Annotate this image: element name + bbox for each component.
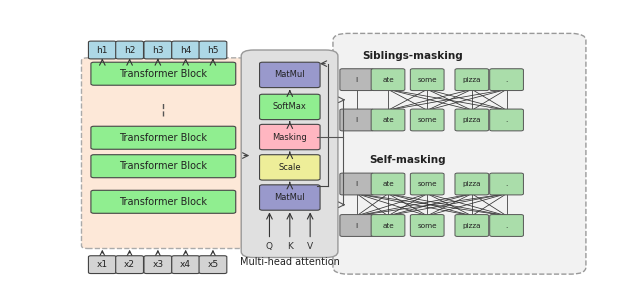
Text: .: . <box>506 77 508 83</box>
FancyBboxPatch shape <box>116 41 143 59</box>
FancyBboxPatch shape <box>260 62 320 87</box>
Text: x4: x4 <box>180 260 191 269</box>
Text: x2: x2 <box>124 260 135 269</box>
Text: x5: x5 <box>207 260 218 269</box>
FancyBboxPatch shape <box>340 173 374 195</box>
Text: pizza: pizza <box>463 181 481 187</box>
FancyBboxPatch shape <box>371 69 405 91</box>
Text: MatMul: MatMul <box>275 71 305 79</box>
Text: h1: h1 <box>97 46 108 55</box>
FancyBboxPatch shape <box>199 256 227 274</box>
Text: pizza: pizza <box>463 222 481 229</box>
Text: .: . <box>506 222 508 229</box>
FancyBboxPatch shape <box>455 215 489 237</box>
FancyBboxPatch shape <box>490 69 524 91</box>
Text: .: . <box>506 181 508 187</box>
Text: Siblings-masking: Siblings-masking <box>362 51 463 61</box>
FancyBboxPatch shape <box>88 256 116 274</box>
FancyBboxPatch shape <box>260 94 320 120</box>
Text: x1: x1 <box>97 260 108 269</box>
FancyBboxPatch shape <box>340 69 374 91</box>
Text: Masking: Masking <box>273 132 307 142</box>
FancyBboxPatch shape <box>199 41 227 59</box>
FancyBboxPatch shape <box>333 33 586 274</box>
Text: K: K <box>287 242 292 251</box>
Text: I: I <box>356 222 358 229</box>
FancyBboxPatch shape <box>455 69 489 91</box>
FancyBboxPatch shape <box>490 215 524 237</box>
FancyBboxPatch shape <box>455 109 489 131</box>
Text: some: some <box>417 77 437 83</box>
Text: I: I <box>356 117 358 123</box>
FancyBboxPatch shape <box>260 155 320 180</box>
Text: pizza: pizza <box>463 77 481 83</box>
FancyBboxPatch shape <box>172 256 200 274</box>
Text: Transformer Block: Transformer Block <box>119 133 207 143</box>
FancyBboxPatch shape <box>81 58 244 249</box>
Text: .: . <box>506 117 508 123</box>
Text: ate: ate <box>382 117 394 123</box>
Text: h3: h3 <box>152 46 164 55</box>
FancyBboxPatch shape <box>490 173 524 195</box>
Text: Scale: Scale <box>278 163 301 172</box>
FancyBboxPatch shape <box>455 173 489 195</box>
Text: some: some <box>417 181 437 187</box>
Text: SoftMax: SoftMax <box>273 103 307 111</box>
FancyBboxPatch shape <box>371 109 405 131</box>
FancyBboxPatch shape <box>371 215 405 237</box>
FancyBboxPatch shape <box>91 126 236 149</box>
Text: Transformer Block: Transformer Block <box>119 197 207 207</box>
FancyBboxPatch shape <box>116 256 143 274</box>
FancyBboxPatch shape <box>241 50 338 257</box>
FancyBboxPatch shape <box>371 173 405 195</box>
FancyBboxPatch shape <box>260 124 320 150</box>
Text: Self-masking: Self-masking <box>369 155 445 165</box>
Text: Multi-head attention: Multi-head attention <box>240 257 340 267</box>
Text: ate: ate <box>382 77 394 83</box>
Text: V: V <box>307 242 313 251</box>
Text: MatMul: MatMul <box>275 193 305 202</box>
Text: some: some <box>417 222 437 229</box>
FancyBboxPatch shape <box>490 109 524 131</box>
FancyBboxPatch shape <box>340 215 374 237</box>
FancyBboxPatch shape <box>410 109 444 131</box>
FancyBboxPatch shape <box>260 185 320 210</box>
FancyBboxPatch shape <box>91 62 236 85</box>
Text: ate: ate <box>382 222 394 229</box>
Text: h5: h5 <box>207 46 219 55</box>
FancyBboxPatch shape <box>88 41 116 59</box>
FancyBboxPatch shape <box>410 215 444 237</box>
FancyBboxPatch shape <box>144 256 172 274</box>
Text: ate: ate <box>382 181 394 187</box>
Text: Transformer Block: Transformer Block <box>119 69 207 79</box>
FancyBboxPatch shape <box>172 41 200 59</box>
FancyBboxPatch shape <box>410 173 444 195</box>
Text: pizza: pizza <box>463 117 481 123</box>
Text: some: some <box>417 117 437 123</box>
FancyBboxPatch shape <box>410 69 444 91</box>
Text: h2: h2 <box>124 46 135 55</box>
Text: x3: x3 <box>152 260 163 269</box>
FancyBboxPatch shape <box>144 41 172 59</box>
Text: Q: Q <box>266 242 273 251</box>
FancyBboxPatch shape <box>340 109 374 131</box>
Text: I: I <box>356 181 358 187</box>
Text: I: I <box>356 77 358 83</box>
Text: h4: h4 <box>180 46 191 55</box>
FancyBboxPatch shape <box>91 190 236 213</box>
FancyBboxPatch shape <box>91 155 236 178</box>
Text: Transformer Block: Transformer Block <box>119 161 207 171</box>
